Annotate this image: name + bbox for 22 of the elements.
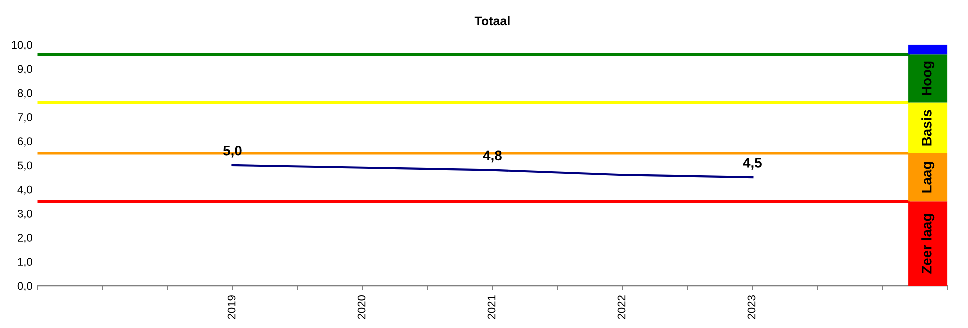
y-tick-label: 7,0	[18, 114, 32, 123]
y-tick-label: 10,0	[12, 41, 32, 50]
chart-title: Totaal	[474, 16, 510, 26]
band-label: Hoog	[922, 62, 935, 96]
x-tick-label: 2020	[358, 295, 366, 320]
band-label: Basis	[922, 110, 932, 146]
x-tick-label: 2019	[228, 296, 236, 320]
band-label: Zeer laag	[922, 214, 935, 274]
y-tick-label: 2,0	[18, 234, 32, 244]
data-label: 4,5	[743, 158, 762, 170]
y-tick-label: 3,0	[18, 210, 32, 220]
y-tick-label: 6,0	[18, 138, 32, 147]
x-tick-label: 2023	[748, 296, 756, 320]
y-tick-label: 1,0	[18, 258, 32, 268]
x-tick-label: 2021	[488, 296, 496, 320]
y-tick-label: 0,0	[18, 282, 32, 292]
band-label: Laag	[922, 162, 935, 193]
x-tick-label: 2022	[618, 296, 626, 320]
y-tick-label: 4,0	[18, 186, 32, 196]
y-tick-label: 8,0	[18, 89, 32, 99]
y-tick-label: 5,0	[18, 162, 32, 171]
y-tick-label: 9,0	[18, 65, 32, 74]
